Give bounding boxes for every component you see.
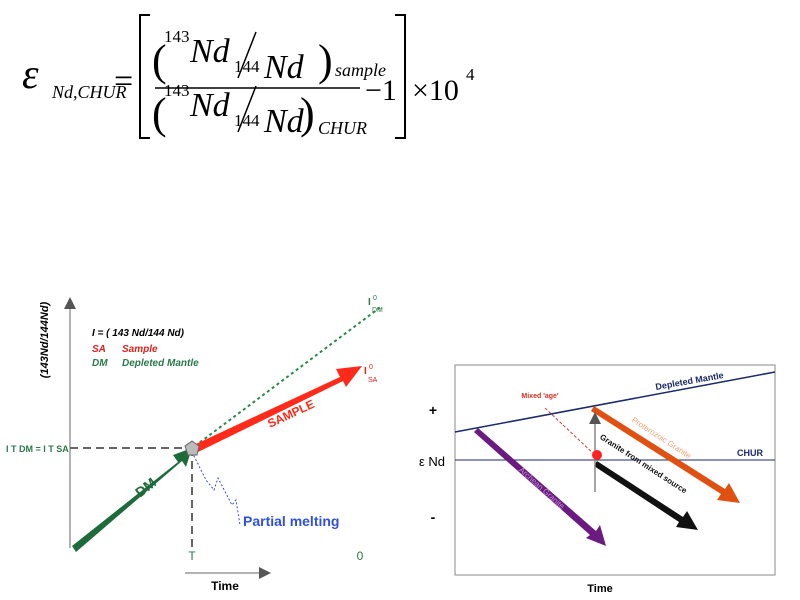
slash: [237, 85, 257, 133]
x-axis-label: Time: [587, 583, 612, 595]
frame: [454, 364, 776, 576]
left-diagram: (143Nd/144Nd) I = ( 143 Nd/144 Nd) SA Sa…: [6, 295, 383, 593]
paren: (: [152, 36, 167, 85]
y-axis-label: (143Nd/144Nd): [39, 301, 51, 378]
chur-label: CHUR: [737, 448, 763, 458]
sample-arrow: [196, 366, 362, 452]
epsilon: ε: [22, 52, 39, 98]
formula: ε Nd,CHUR = ( 143 Nd 144 Nd ) sample ( 1…: [22, 14, 475, 140]
paren: ): [300, 89, 315, 138]
nd: Nd: [263, 49, 305, 86]
right-diagram: Depleted Mantle CHUR Mixed 'age' Archean…: [419, 364, 776, 595]
minus-one: −1: [365, 74, 397, 107]
exponent: 4: [466, 65, 475, 84]
i-dm-sup: 0: [373, 295, 377, 302]
paren: ): [318, 36, 333, 85]
t-tick: T: [188, 549, 196, 563]
epsilon-sub: Nd,CHUR: [51, 82, 127, 102]
i-sa: I: [364, 366, 367, 377]
slash: [237, 31, 257, 79]
i-dm: I: [368, 297, 371, 308]
nd: Nd: [189, 33, 231, 70]
bracket-left: [139, 14, 150, 139]
x-axis-label: Time: [211, 579, 239, 593]
melting-path: [191, 451, 241, 526]
mass: 143: [164, 81, 190, 100]
definition: I = ( 143 Nd/144 Nd): [92, 328, 185, 339]
partial-melting: Partial melting: [243, 513, 339, 529]
mix-point: [592, 450, 602, 460]
intercept-label: I T DM = I T SA: [6, 444, 69, 454]
legend-abbr: DM: [92, 358, 108, 369]
pentagon: [184, 440, 200, 456]
mixed-line: [544, 407, 596, 456]
mass: 144: [234, 111, 260, 130]
minus: -: [431, 509, 436, 525]
nd: Nd: [189, 87, 231, 124]
bracket-right: [395, 14, 406, 139]
mass: 144: [234, 57, 260, 76]
sub: sample: [335, 60, 386, 80]
proterozoic-arrow: [591, 406, 740, 503]
mixed-age: Mixed 'age': [521, 393, 559, 400]
times: ×10: [412, 74, 459, 107]
sub: CHUR: [318, 118, 367, 138]
equals: =: [114, 63, 133, 100]
mixed-arrow: [594, 461, 698, 530]
zero-tick: 0: [357, 549, 364, 563]
i-dm-sub: DM: [372, 307, 383, 314]
dm-line: [454, 371, 776, 433]
paren: (: [152, 89, 167, 138]
mass: 143: [164, 27, 190, 46]
i-sa-sub: SA: [368, 377, 378, 384]
y-axis-label: ε Nd: [419, 454, 445, 469]
plus: +: [429, 402, 437, 418]
legend-name: Depleted Mantle: [122, 358, 199, 369]
archean-arrow: [474, 428, 606, 546]
dm-arrow: [72, 448, 192, 552]
nd: Nd: [263, 103, 305, 140]
dm-line: [194, 305, 383, 447]
legend-abbr: SA: [92, 344, 106, 355]
legend-name: Sample: [122, 344, 158, 355]
i-sa-sup: 0: [369, 364, 373, 371]
